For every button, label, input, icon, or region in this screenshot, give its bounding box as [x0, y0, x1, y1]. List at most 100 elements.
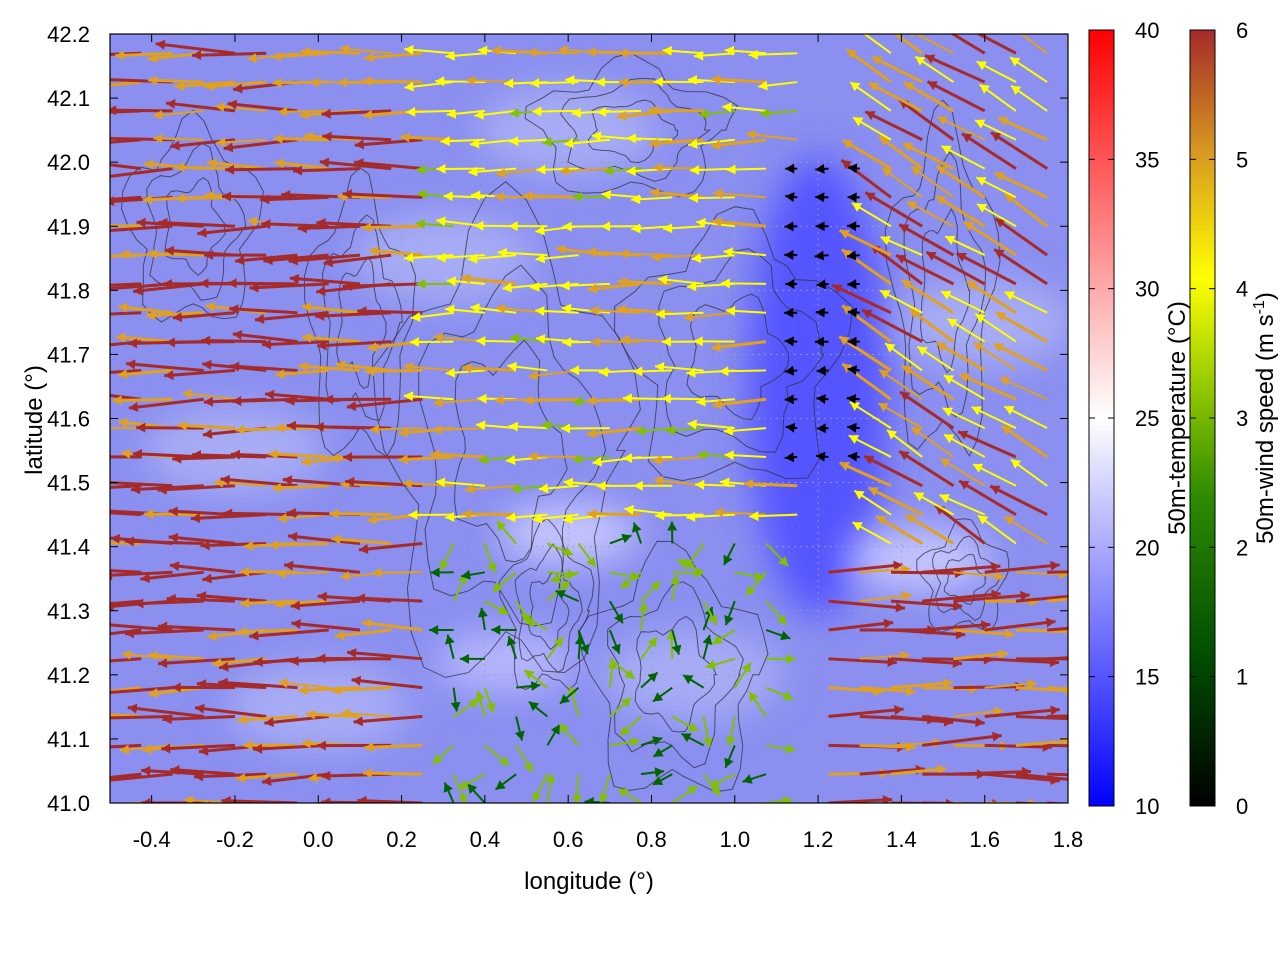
wind-vector-head	[882, 167, 893, 178]
wind-vector-head	[183, 795, 194, 803]
wind-vector	[230, 364, 298, 372]
wind-vector-head	[340, 708, 351, 719]
wind-vector-head	[945, 235, 956, 245]
wind-vector	[984, 657, 1060, 665]
wind-vector	[110, 570, 173, 577]
wind-vector-head	[698, 108, 709, 119]
wind-vector-head	[760, 108, 770, 119]
wind-vector-head	[847, 336, 857, 347]
wind-vector	[953, 593, 1030, 603]
wind-vector	[953, 651, 1009, 661]
wind-vector	[922, 592, 1001, 603]
wind-vector-head	[343, 452, 353, 463]
contour-line	[418, 264, 607, 627]
wind-vector-head	[571, 107, 582, 118]
wind-vector-head	[477, 393, 487, 404]
wind-vector-head	[435, 76, 445, 87]
wind-vector-head	[726, 164, 736, 175]
wind-vector-head	[521, 614, 532, 624]
wind-vector-head	[850, 82, 861, 92]
wind-vector-head	[713, 188, 723, 199]
wind-vector-head	[468, 253, 478, 264]
wind-vector-head	[841, 249, 853, 259]
wind-vector-head	[291, 619, 301, 629]
wind-vector-head	[620, 697, 631, 708]
wind-vector-head	[274, 158, 285, 169]
wind-vector-head	[697, 449, 707, 460]
wind-vector-head	[127, 703, 138, 714]
wind-vector-head	[237, 714, 247, 725]
wind-vector-head	[197, 227, 207, 238]
wind-vector-head	[847, 192, 857, 203]
wind-vector	[1015, 739, 1068, 747]
wind-vector-head	[357, 795, 367, 803]
wind-vector	[711, 77, 767, 84]
wind-vector-head	[478, 45, 488, 56]
wind-vector-head	[842, 363, 853, 374]
wind-vector	[254, 311, 329, 322]
wind-vector	[288, 253, 361, 263]
wind-vector	[112, 397, 173, 403]
wind-vector-head	[506, 636, 517, 647]
wind-vector-head	[562, 221, 572, 232]
wind-vector-head	[491, 624, 501, 635]
wind-vector-head	[559, 694, 571, 704]
wind-vector-head	[44, 309, 53, 319]
wind-vector-head	[415, 164, 426, 175]
wind-vector-head	[272, 77, 282, 88]
wind-vector-head	[508, 221, 518, 232]
wind-vector-head	[277, 513, 288, 524]
wind-vector-head	[445, 367, 456, 378]
wind-vector-head	[201, 335, 211, 346]
y-tick-label: 41.1	[47, 727, 90, 752]
wind-vector	[898, 449, 955, 488]
x-tick-label: 0.6	[553, 827, 584, 852]
wind-vector	[155, 42, 236, 55]
wind-vector-head	[942, 407, 954, 417]
wind-vector-head	[839, 336, 850, 346]
wind-vector-head	[362, 76, 372, 87]
wind-vector	[828, 621, 894, 632]
wind-vector-head	[219, 661, 229, 672]
wind-vector-head	[275, 422, 285, 433]
wind-vector-head	[1050, 560, 1060, 571]
wind-vector	[110, 599, 142, 606]
wind-vector	[461, 365, 517, 372]
wind-vector	[117, 368, 173, 377]
wind-vector	[586, 426, 642, 436]
wind-vector-head	[436, 163, 446, 174]
wind-vector-head	[82, 252, 91, 262]
wind-vector-head	[567, 686, 578, 697]
wind-vector-head	[497, 247, 507, 258]
wind-vector-head	[264, 717, 274, 728]
wind-vector	[124, 539, 204, 545]
wind-vector-head	[895, 602, 905, 613]
wind-vector-head	[868, 487, 879, 497]
wind-vector-head	[885, 343, 896, 353]
wind-vector-head	[690, 165, 700, 176]
wind-vector	[334, 628, 392, 638]
wind-vector-head	[959, 373, 970, 383]
wind-vector-head	[601, 189, 612, 200]
wind-vector-head	[288, 255, 299, 266]
wind-vector	[354, 138, 423, 147]
wind-vector-head	[725, 305, 736, 316]
wind-vector	[861, 308, 923, 343]
wind-vector-head	[670, 574, 681, 585]
wind-vector-head	[707, 614, 717, 625]
wind-vector-head	[301, 738, 311, 749]
wind-vector-head	[509, 107, 520, 118]
wind-vector-head	[784, 452, 795, 463]
wind-vector-head	[587, 508, 597, 519]
wind-vector-head	[776, 614, 787, 625]
wind-vector-head	[433, 397, 443, 408]
wind-vector-head	[369, 246, 379, 257]
wind-vector	[297, 224, 360, 231]
wind-vector	[194, 706, 267, 718]
wind-vector-head	[444, 634, 455, 645]
wind-vector-head	[43, 51, 52, 61]
wind-vector-head	[939, 493, 950, 504]
wind-vector-head	[671, 644, 682, 655]
wind-vector	[202, 570, 267, 582]
wind-vector-head	[685, 558, 695, 570]
